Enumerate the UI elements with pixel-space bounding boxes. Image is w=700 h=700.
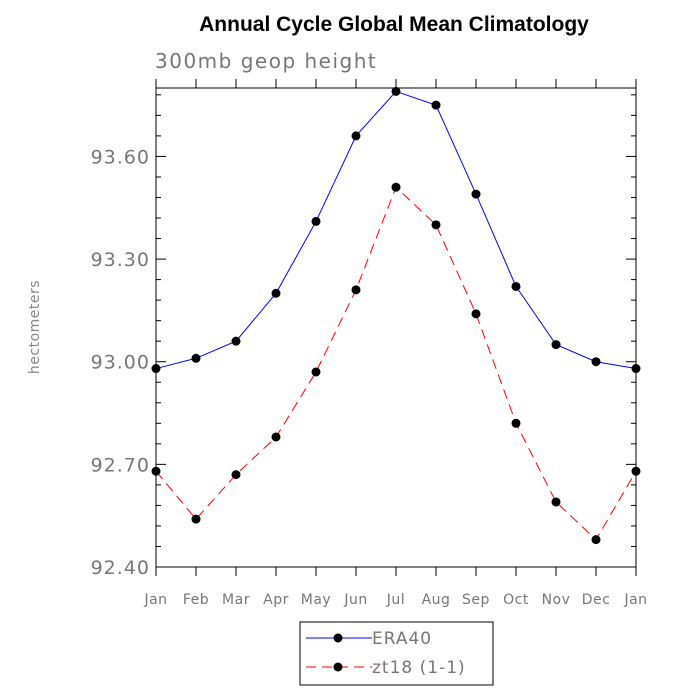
axis-ticks xyxy=(155,79,637,576)
x-tick-labels: Jan Feb Mar Apr May Jun Jul Aug Sep Oct Nov Dec Jan xyxy=(143,592,647,608)
data-point xyxy=(231,336,241,346)
series-line xyxy=(155,90,637,370)
x-tick-label: Oct xyxy=(503,592,529,608)
x-tick-label: Nov xyxy=(542,592,571,608)
data-point xyxy=(591,535,601,545)
series-layer xyxy=(151,86,641,545)
data-point xyxy=(391,86,401,96)
y-axis-label: hectometers xyxy=(27,280,43,374)
x-tick-label: Aug xyxy=(422,592,451,608)
data-point xyxy=(471,309,481,319)
x-tick-label: Feb xyxy=(183,592,209,608)
data-point xyxy=(311,367,321,377)
chart-title: Annual Cycle Global Mean Climatology xyxy=(199,13,589,36)
data-point xyxy=(431,100,441,110)
data-point xyxy=(351,285,361,295)
legend-label-zt18: zt18 (1-1) xyxy=(372,658,466,678)
data-point xyxy=(391,182,401,192)
data-point xyxy=(151,364,161,374)
data-point xyxy=(271,432,281,442)
data-point xyxy=(471,189,481,199)
data-point xyxy=(231,470,241,480)
legend-marker-zt18 xyxy=(333,662,343,672)
legend: ERA40 zt18 (1-1) xyxy=(299,621,494,686)
data-point xyxy=(591,357,601,367)
legend-marker-era40 xyxy=(333,633,343,643)
y-tick-label: 92.70 xyxy=(91,454,150,476)
y-tick-labels: 92.40 92.70 93.00 93.30 93.60 xyxy=(91,146,150,579)
y-tick-label: 92.40 xyxy=(91,557,150,579)
data-point xyxy=(151,466,161,476)
x-tick-label: Apr xyxy=(263,592,289,608)
data-point xyxy=(551,497,561,507)
data-point xyxy=(511,418,521,428)
plot-frame xyxy=(155,87,637,568)
data-point xyxy=(511,281,521,291)
data-point xyxy=(431,220,441,230)
data-point xyxy=(631,364,641,374)
x-tick-label: Jan xyxy=(143,592,167,608)
series-line xyxy=(155,186,637,541)
legend-box xyxy=(299,621,494,686)
data-point xyxy=(551,340,561,350)
data-point xyxy=(191,514,201,524)
x-tick-label: Jun xyxy=(343,592,367,608)
y-tick-label: 93.60 xyxy=(91,146,150,168)
x-tick-label: Dec xyxy=(582,592,611,608)
series-era40 xyxy=(151,86,641,374)
data-point xyxy=(311,216,321,226)
x-tick-label: Jan xyxy=(623,592,647,608)
x-tick-label: May xyxy=(301,592,331,608)
data-point xyxy=(631,466,641,476)
series-zt18 xyxy=(151,182,641,545)
x-tick-label: Mar xyxy=(222,592,250,608)
data-point xyxy=(191,353,201,363)
chart-subtitle: 300mb geop height xyxy=(155,49,377,73)
data-point xyxy=(271,288,281,298)
legend-label-era40: ERA40 xyxy=(372,629,432,649)
x-tick-label: Sep xyxy=(462,592,490,608)
x-tick-label: Jul xyxy=(386,592,405,608)
data-point xyxy=(351,131,361,141)
y-tick-label: 93.30 xyxy=(91,249,150,271)
y-tick-label: 93.00 xyxy=(91,352,150,374)
